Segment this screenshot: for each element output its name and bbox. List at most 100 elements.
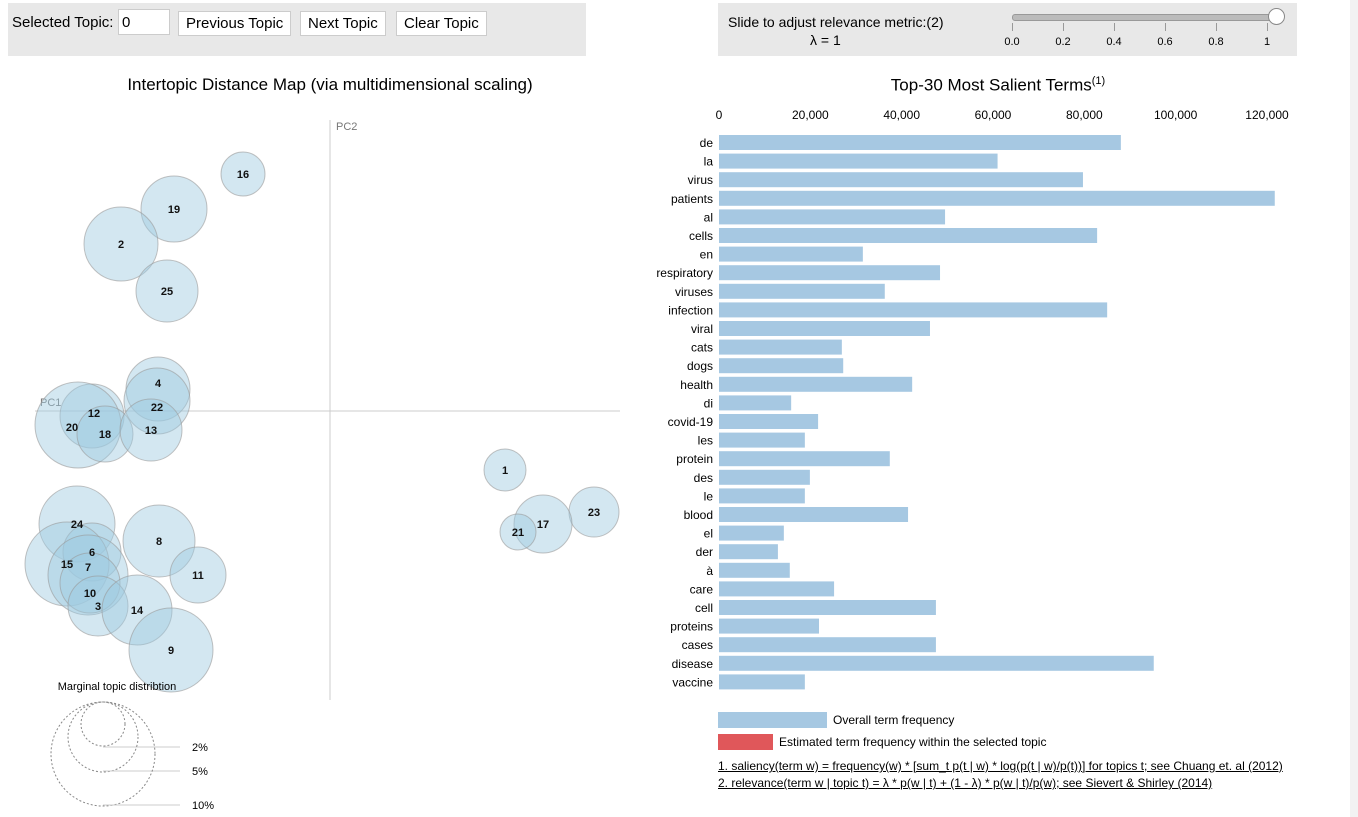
scrollbar[interactable] bbox=[1350, 0, 1358, 817]
bar-di[interactable] bbox=[719, 395, 792, 411]
topic-bubble-10[interactable] bbox=[59, 552, 121, 614]
term-label[interactable]: blood bbox=[684, 508, 713, 522]
bar-cats[interactable] bbox=[719, 339, 842, 355]
term-label[interactable]: health bbox=[680, 378, 713, 392]
term-label[interactable]: cells bbox=[689, 229, 713, 243]
term-label[interactable]: di bbox=[704, 396, 713, 410]
bar-dogs[interactable] bbox=[719, 358, 844, 374]
bar-à[interactable] bbox=[719, 562, 790, 578]
bar-el[interactable] bbox=[719, 525, 784, 541]
marginal-size-label: 10% bbox=[192, 800, 214, 812]
bar-protein[interactable] bbox=[719, 451, 890, 467]
term-label[interactable]: viruses bbox=[675, 285, 713, 299]
topic-label: 2 bbox=[118, 239, 124, 251]
topic-bubble-8[interactable] bbox=[122, 504, 196, 578]
term-label[interactable]: la bbox=[704, 155, 714, 169]
topic-label: 23 bbox=[588, 507, 600, 519]
topic-label: 3 bbox=[95, 601, 101, 613]
slider-tick-mark bbox=[1165, 23, 1166, 31]
bar-al[interactable] bbox=[719, 209, 946, 225]
term-label[interactable]: dogs bbox=[687, 359, 713, 373]
topic-bubble-24[interactable] bbox=[38, 485, 116, 563]
bar-health[interactable] bbox=[719, 376, 913, 392]
bar-cases[interactable] bbox=[719, 637, 936, 653]
relevance-slider-track[interactable] bbox=[1012, 14, 1280, 21]
slider-tick-mark bbox=[1267, 23, 1268, 31]
bar-care[interactable] bbox=[719, 581, 835, 597]
topic-bubble-3[interactable] bbox=[67, 575, 129, 637]
term-label[interactable]: el bbox=[704, 527, 713, 541]
bar-de[interactable] bbox=[719, 135, 1121, 150]
topic-bubble-11[interactable] bbox=[169, 546, 227, 604]
footnote-relevance[interactable]: 2. relevance(term w | topic t) = λ * p(w… bbox=[718, 776, 1213, 790]
bar-der[interactable] bbox=[719, 544, 778, 560]
topic-bubble-7[interactable] bbox=[47, 534, 129, 616]
term-label[interactable]: care bbox=[690, 582, 714, 596]
bar-la[interactable] bbox=[719, 153, 998, 169]
relevance-slider-handle[interactable] bbox=[1268, 8, 1285, 25]
bar-le[interactable] bbox=[719, 488, 805, 504]
term-label[interactable]: infection bbox=[668, 303, 713, 317]
bar-viral[interactable] bbox=[719, 321, 930, 336]
topic-bubble-17[interactable] bbox=[513, 494, 573, 554]
topic-control-panel: Selected Topic: Previous Topic Next Topi… bbox=[8, 3, 586, 56]
bar-virus[interactable] bbox=[719, 172, 1083, 188]
x-tick-label: 60,000 bbox=[975, 108, 1012, 122]
marginal-size-circle bbox=[67, 701, 139, 773]
topic-bubble-14[interactable] bbox=[101, 574, 173, 646]
topic-bubble-18[interactable] bbox=[76, 405, 134, 463]
bar-proteins[interactable] bbox=[719, 618, 820, 634]
bar-en[interactable] bbox=[719, 246, 863, 262]
clear-topic-button[interactable]: Clear Topic bbox=[396, 11, 487, 36]
bar-blood[interactable] bbox=[719, 507, 909, 522]
topic-label: 21 bbox=[512, 527, 524, 539]
bar-cell[interactable] bbox=[719, 600, 936, 615]
term-label[interactable]: cats bbox=[691, 341, 713, 355]
slider-tick-label: 1 bbox=[1263, 36, 1271, 48]
term-label[interactable]: cell bbox=[695, 601, 713, 615]
topic-bubble-1[interactable] bbox=[483, 448, 527, 492]
topic-bubble-13[interactable] bbox=[119, 398, 183, 462]
selected-topic-input[interactable] bbox=[118, 9, 170, 35]
topic-bubble-16[interactable] bbox=[220, 151, 266, 197]
topic-bubble-19[interactable] bbox=[140, 175, 208, 243]
term-label[interactable]: disease bbox=[672, 657, 714, 671]
term-label[interactable]: proteins bbox=[670, 620, 713, 634]
topic-bubble-22[interactable] bbox=[123, 367, 191, 435]
next-topic-button[interactable]: Next Topic bbox=[300, 11, 386, 36]
term-label[interactable]: covid-19 bbox=[668, 415, 714, 429]
bar-vaccine[interactable] bbox=[719, 674, 805, 690]
bar-covid-19[interactable] bbox=[719, 414, 819, 429]
term-label[interactable]: en bbox=[700, 248, 713, 262]
term-label[interactable]: cases bbox=[682, 638, 713, 652]
term-label[interactable]: respiratory bbox=[656, 266, 713, 280]
topic-bubble-9[interactable] bbox=[128, 607, 214, 693]
topic-bubble-25[interactable] bbox=[135, 259, 199, 323]
footnote-saliency[interactable]: 1. saliency(term w) = frequency(w) * [su… bbox=[718, 759, 1283, 773]
term-label[interactable]: virus bbox=[688, 173, 713, 187]
bar-les[interactable] bbox=[719, 432, 805, 448]
term-label[interactable]: viral bbox=[691, 322, 713, 336]
bar-cells[interactable] bbox=[719, 228, 1098, 243]
bar-disease[interactable] bbox=[719, 655, 1154, 671]
bar-respiratory[interactable] bbox=[719, 265, 941, 281]
topic-bubble-2[interactable] bbox=[83, 206, 159, 282]
term-label[interactable]: vaccine bbox=[672, 675, 713, 689]
term-label[interactable]: les bbox=[698, 434, 713, 448]
term-label[interactable]: de bbox=[700, 136, 714, 150]
term-label[interactable]: à bbox=[706, 564, 713, 578]
term-label[interactable]: des bbox=[694, 471, 713, 485]
bar-infection[interactable] bbox=[719, 302, 1108, 318]
term-label[interactable]: al bbox=[704, 210, 713, 224]
slider-tick-label: 0.6 bbox=[1157, 36, 1173, 48]
term-label[interactable]: protein bbox=[676, 452, 713, 466]
previous-topic-button[interactable]: Previous Topic bbox=[178, 11, 292, 36]
bar-patients[interactable] bbox=[719, 190, 1275, 206]
bar-des[interactable] bbox=[719, 469, 810, 485]
term-label[interactable]: der bbox=[696, 545, 713, 559]
term-label[interactable]: patients bbox=[671, 192, 713, 206]
topic-bubble-21[interactable] bbox=[499, 513, 537, 551]
term-label[interactable]: le bbox=[704, 489, 714, 503]
bar-viruses[interactable] bbox=[719, 283, 885, 299]
x-tick-label: 0 bbox=[716, 108, 723, 122]
